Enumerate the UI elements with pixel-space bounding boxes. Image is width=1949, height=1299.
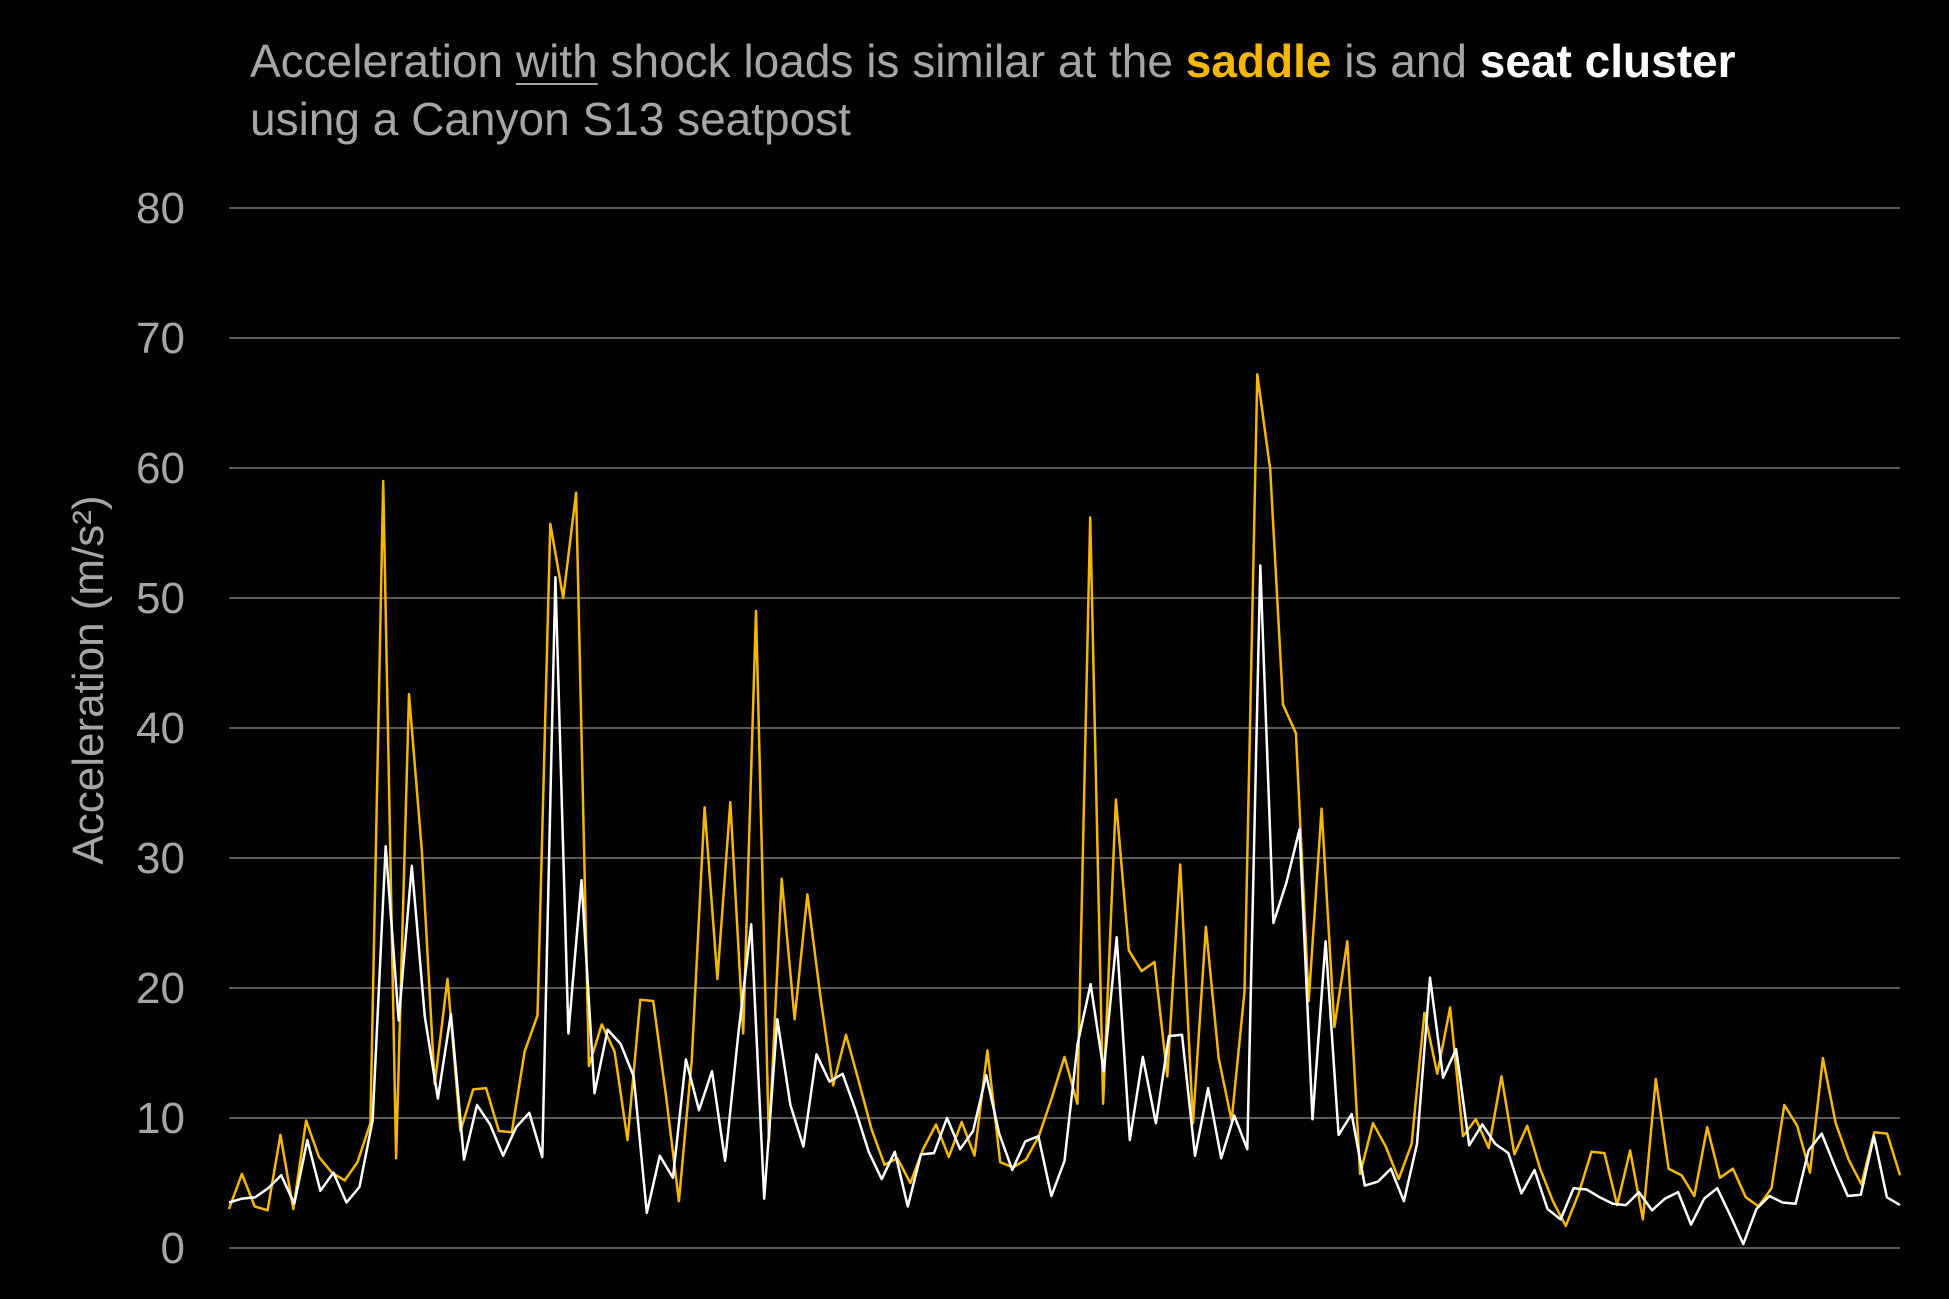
title-text: shock loads is similar at the bbox=[597, 35, 1186, 87]
gridlines bbox=[229, 207, 1900, 1249]
y-tick-label: 30 bbox=[136, 834, 185, 883]
title-text: Acceleration bbox=[250, 35, 516, 87]
y-axis-label: Acceleration (m/s²) bbox=[64, 495, 113, 864]
y-tick-label: 20 bbox=[136, 964, 185, 1013]
title-keyword-cluster: cluster bbox=[1584, 35, 1736, 87]
chart-title: Acceleration with shock loads is similar… bbox=[250, 32, 1810, 148]
y-axis-ticks: 0 10 20 30 40 50 60 70 80 bbox=[136, 184, 185, 1273]
series-lines bbox=[227, 373, 1902, 1246]
title-text: is and bbox=[1331, 35, 1480, 87]
series-line-saddle bbox=[227, 373, 1902, 1228]
y-tick-label: 40 bbox=[136, 704, 185, 753]
title-keyword-saddle: saddle bbox=[1185, 35, 1332, 87]
y-tick-label: 70 bbox=[136, 314, 185, 363]
series-line-seat-cluster bbox=[228, 564, 1901, 1246]
y-tick-label: 80 bbox=[136, 184, 185, 233]
title-keyword-seat: seat bbox=[1479, 35, 1572, 87]
y-tick-label: 60 bbox=[136, 444, 185, 493]
y-tick-label: 10 bbox=[136, 1094, 185, 1143]
y-tick-label: 0 bbox=[161, 1224, 185, 1273]
title-emphasis-with: with bbox=[515, 35, 598, 87]
y-tick-label: 50 bbox=[136, 574, 185, 623]
title-text: using a Canyon S13 seatpost bbox=[250, 93, 851, 145]
